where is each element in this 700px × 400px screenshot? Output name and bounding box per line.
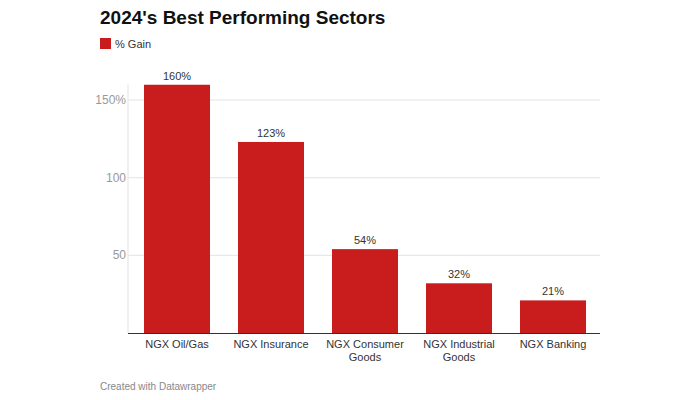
data-label: 160%: [163, 70, 191, 82]
x-tick-label: NGX IndustrialGoods: [423, 338, 495, 363]
x-axis-line: [128, 333, 600, 334]
legend-swatch: [100, 38, 111, 49]
x-tick-line: NGX Industrial: [423, 338, 495, 350]
bar: [332, 249, 398, 333]
x-tick-line: NGX Banking: [520, 338, 587, 350]
bar: [144, 85, 210, 334]
title: 2024's Best Performing Sectors: [100, 7, 385, 28]
bar: [520, 300, 586, 333]
x-tick-line: Goods: [443, 351, 476, 363]
x-tick-line: NGX Oil/Gas: [145, 338, 209, 350]
bars: [144, 85, 586, 334]
source: Created with Datawrapper: [100, 381, 217, 392]
x-tick-label: NGX Oil/Gas: [145, 338, 209, 350]
x-tick-label: NGX ConsumerGoods: [326, 338, 404, 363]
x-tick-line: NGX Consumer: [326, 338, 404, 350]
bar: [426, 283, 492, 333]
y-tick-label: 150%: [95, 93, 126, 107]
legend-label: % Gain: [115, 38, 151, 50]
x-tick-label: NGX Insurance: [233, 338, 308, 350]
x-tick-line: Goods: [349, 351, 382, 363]
y-axis-line: [128, 85, 129, 334]
data-label: 21%: [542, 285, 564, 297]
x-tick-line: NGX Insurance: [233, 338, 308, 350]
data-label: 32%: [448, 268, 470, 280]
data-label: 54%: [354, 234, 376, 246]
y-tick-label: 100: [106, 171, 126, 185]
bar: [238, 142, 304, 333]
x-tick-label: NGX Banking: [520, 338, 587, 350]
y-tick-label: 50: [113, 248, 127, 262]
chart: 2024's Best Performing Sectors % Gain 50 10…: [0, 0, 700, 400]
data-label: 123%: [257, 127, 285, 139]
